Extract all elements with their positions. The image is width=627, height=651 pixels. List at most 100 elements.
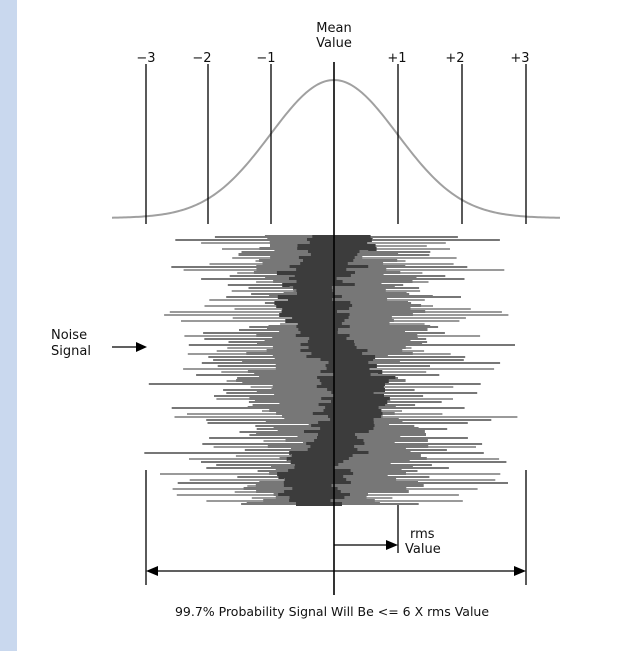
noise-trace (309, 241, 368, 245)
rms-label-line2: Value (405, 542, 441, 557)
noise-trace (247, 370, 380, 373)
noise-trace (300, 343, 355, 347)
noise-trace (254, 400, 391, 403)
noise-trace (275, 367, 361, 370)
noise-trace (291, 454, 353, 458)
noise-trace (300, 262, 348, 266)
noise-trace (276, 304, 353, 308)
noise-trace (297, 247, 377, 251)
sigma-label-minus2: −2 (192, 51, 211, 66)
noise-trace (294, 463, 339, 467)
sigma-label-plus1: +1 (387, 51, 406, 66)
noise-trace (290, 454, 421, 457)
noise-trace (249, 397, 390, 400)
noise-trace (307, 340, 354, 344)
noise-trace (282, 283, 355, 287)
gaussian-curve (111, 78, 561, 219)
noise-trace (321, 382, 385, 386)
noise-trace (320, 358, 374, 362)
noise-trace (311, 352, 363, 356)
noise-trace (311, 424, 375, 428)
noise-trace (283, 292, 407, 295)
noise-label-line2: Signal (51, 344, 91, 359)
noise-trace (275, 364, 361, 367)
noise-trace (273, 280, 413, 283)
noise-trace (281, 310, 337, 314)
noise-trace (294, 274, 351, 278)
noise-trace (297, 244, 376, 248)
noise-trace (288, 469, 351, 473)
noise-trace (290, 460, 344, 464)
noise-trace (294, 466, 334, 470)
noise-trace (283, 484, 332, 488)
noise-trace (279, 331, 405, 334)
noise-trace (288, 310, 426, 313)
noise-trace (309, 337, 347, 341)
noise-trace (285, 319, 345, 323)
noise-trace (255, 484, 424, 487)
noise-trace (295, 463, 391, 466)
gaussian-noise-diagram: −3 −2 −1 +1 +2 +3 Mean Value Noise Signa… (51, 21, 561, 619)
noise-trace (327, 388, 385, 392)
noise-trace (296, 502, 342, 506)
noise-trace (284, 490, 341, 494)
noise-trace (279, 313, 350, 317)
sigma-label-plus3: +3 (510, 51, 529, 66)
noise-signal-band (144, 235, 518, 506)
noise-trace (282, 307, 350, 311)
noise-arrow-head (136, 342, 147, 352)
noise-trace (307, 448, 358, 452)
range-arrow-head-right (514, 566, 526, 576)
noise-trace (277, 472, 354, 476)
rms-arrow-head (386, 540, 398, 550)
sigma-label-plus2: +2 (445, 51, 464, 66)
mean-label-line1: Mean (316, 21, 351, 36)
noise-trace (242, 382, 378, 385)
noise-trace (287, 460, 410, 463)
noise-trace (298, 256, 355, 260)
noise-trace (296, 325, 350, 329)
noise-trace (326, 367, 370, 371)
noise-trace (307, 316, 392, 319)
noise-trace (254, 373, 378, 376)
noise-trace (277, 295, 342, 299)
noise-trace (297, 292, 334, 296)
noise-trace (292, 316, 349, 320)
noise-trace (296, 280, 343, 284)
noise-trace (318, 403, 386, 407)
sigma-label-minus3: −3 (136, 51, 155, 66)
noise-trace (325, 364, 377, 368)
noise-trace (319, 379, 389, 383)
noise-trace (297, 313, 413, 316)
noise-trace (312, 235, 371, 239)
noise-trace (293, 289, 386, 292)
diagram-panel: −3 −2 −1 +1 +2 +3 Mean Value Noise Signa… (17, 0, 627, 651)
rms-label-line1: rms (410, 527, 435, 542)
noise-trace (247, 406, 396, 409)
noise-trace (304, 430, 369, 434)
noise-trace (278, 493, 350, 497)
noise-trace (274, 358, 363, 361)
noise-trace (269, 295, 433, 298)
noise-trace (284, 478, 347, 482)
noise-trace (334, 394, 384, 398)
noise-trace (334, 373, 371, 377)
noise-trace (314, 439, 364, 443)
noise-trace (323, 409, 382, 413)
noise-trace (278, 475, 344, 479)
noise-trace (276, 271, 355, 275)
noise-trace (296, 268, 347, 272)
noise-trace (289, 496, 345, 500)
noise-trace (289, 286, 395, 289)
noise-trace (307, 238, 372, 242)
noise-trace (267, 328, 428, 331)
noise-trace (296, 289, 333, 293)
noise-trace (320, 427, 374, 431)
noise-trace (286, 457, 349, 461)
noise-trace (295, 334, 350, 338)
noise-trace (271, 388, 357, 391)
noise-trace (306, 442, 365, 446)
noise-trace (265, 277, 417, 280)
noise-trace (310, 445, 355, 449)
noise-trace (328, 415, 381, 419)
